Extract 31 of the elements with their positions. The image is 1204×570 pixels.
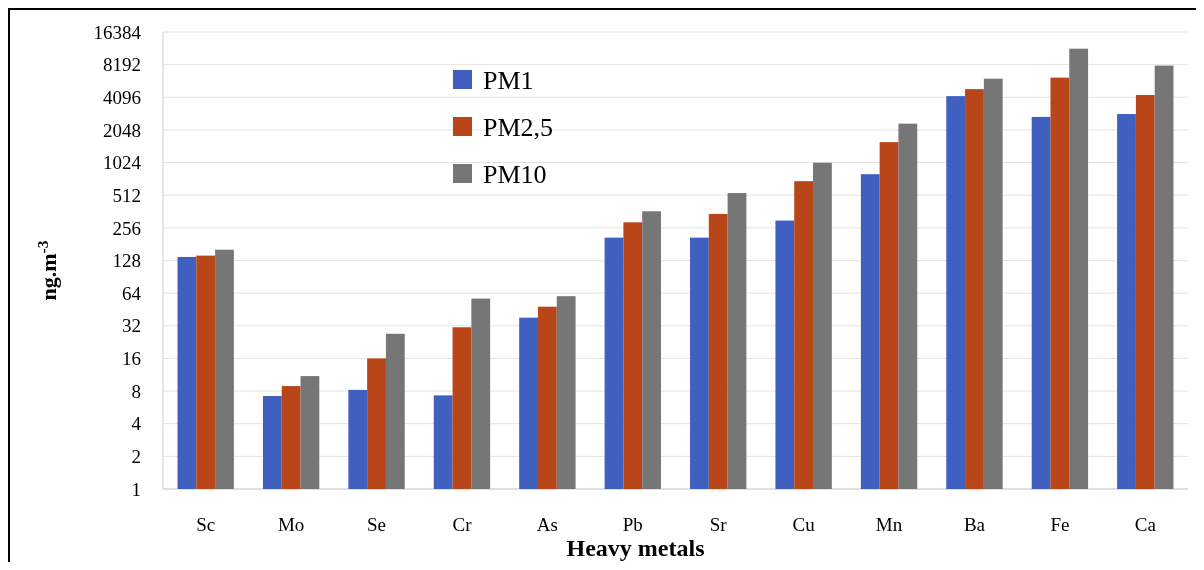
x-tick-label: Pb [622,514,643,535]
x-tick-label: As [536,514,558,535]
y-tick-label: 4 [131,413,142,435]
y-tick-label: 1 [131,478,141,500]
y-tick-label: 16 [122,348,141,370]
x-tick-label: Cu [792,514,816,535]
x-tick-label: Mo [277,514,305,535]
x-tick-label: Fe [1050,514,1070,535]
y-tick-label: 256 [112,217,141,239]
x-tick-label: Ba [963,514,986,535]
legend-label: PM10 [483,160,547,190]
y-tick-label: 64 [122,282,142,304]
x-tick-label: Sr [709,514,728,535]
legend-label: PM1 [483,66,534,96]
y-tick-label: 8192 [103,54,141,76]
legend-label: PM2,5 [483,113,554,143]
x-tick-label: Ca [1134,514,1157,535]
y-tick-label: 2 [131,446,141,468]
x-tick-label: Sc [196,514,216,535]
y-tick-label: 128 [112,250,141,272]
y-tick-label: 16384 [93,21,142,43]
y-tick-label: 4096 [103,86,141,108]
x-tick-label: Mn [875,514,903,535]
y-tick-label: 8 [131,380,141,402]
x-axis-title: Heavy metals [566,535,705,561]
x-tick-label: Cr [452,514,473,535]
y-tick-label: 1024 [103,152,142,174]
y-tick-label: 2048 [103,119,141,141]
y-tick-label: 512 [112,184,141,206]
y-tick-label: 32 [122,315,141,337]
x-tick-label: Se [367,514,387,535]
